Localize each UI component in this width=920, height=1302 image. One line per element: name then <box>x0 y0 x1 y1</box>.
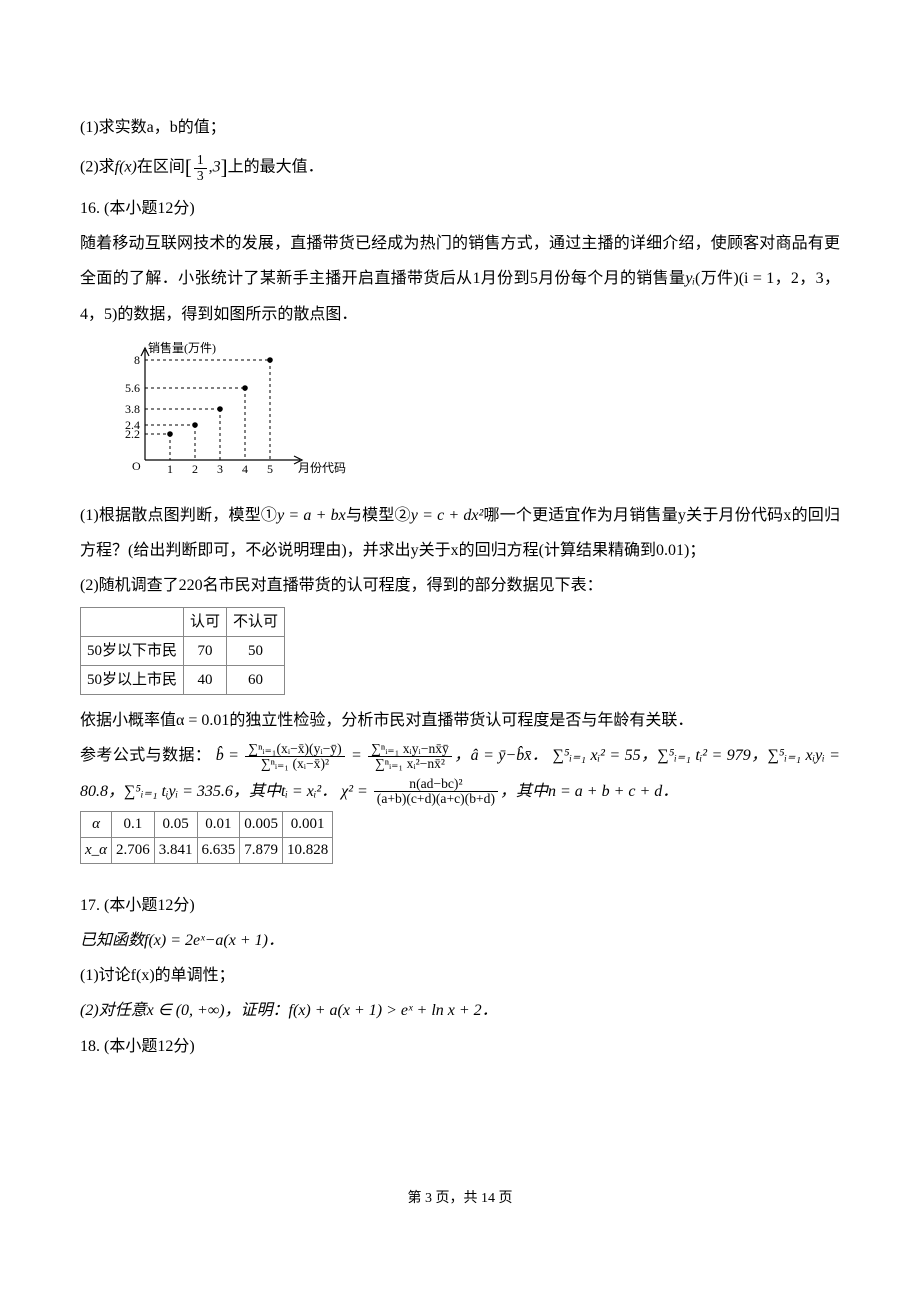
table-row: 50岁以上市民 40 60 <box>81 666 285 695</box>
cell: 0.001 <box>283 811 333 837</box>
q15-part2: (2)求f(x)在区间[13,3]上的最大值． <box>80 145 840 191</box>
q15-p2-prefix: (2)求 <box>80 159 115 176</box>
q16-part1: (1)根据散点图判断，模型①y = a + bx与模型②y = c + dx²哪… <box>80 498 840 568</box>
svg-text:5: 5 <box>267 462 273 476</box>
sum-t2: ∑⁵ᵢ₌₁ tᵢ² = 979， <box>657 747 767 764</box>
page-footer: 第 3 页，共 14 页 <box>80 1184 840 1215</box>
table-row: 50岁以下市民 70 50 <box>81 637 285 666</box>
a-hat-eq: ，â = ȳ−b̂x̄． <box>454 747 548 764</box>
eq1: = <box>224 747 244 764</box>
svg-text:8: 8 <box>134 353 140 367</box>
critical-value-table: α 0.1 0.05 0.01 0.005 0.001 x_α 2.706 3.… <box>80 811 333 864</box>
q16-part2-intro: (2)随机调查了220名市民对直播带货的认可程度，得到的部分数据见下表： <box>80 568 840 603</box>
col-approve: 认可 <box>184 608 227 637</box>
q16-p1-a: (1)根据散点图判断，模型① <box>80 507 277 524</box>
cell: 6.635 <box>197 837 240 863</box>
q18-header: 18. (本小题12分) <box>80 1029 840 1064</box>
cell: 60 <box>227 666 285 695</box>
n-def: ，其中n = a + b + c + d． <box>500 783 678 800</box>
bhat-frac2: ∑ⁿᵢ₌₁ xᵢyᵢ−nx̄ȳ∑ⁿᵢ₌₁ xᵢ²−nx̄² <box>366 742 454 772</box>
row-label: 50岁以下市民 <box>81 637 184 666</box>
q17-part2: (2)对任意x ∈ (0, +∞)，证明：f(x) + a(x + 1) > e… <box>80 993 840 1028</box>
chi2-lhs: χ² = <box>341 783 372 800</box>
svg-text:2.2: 2.2 <box>125 427 140 441</box>
q17-part1: (1)讨论f(x)的单调性； <box>80 958 840 993</box>
bracket-left: [ <box>185 156 192 179</box>
q16-yi: yᵢ <box>685 270 695 287</box>
eq2: = <box>351 747 366 764</box>
table-row: α 0.1 0.05 0.01 0.005 0.001 <box>81 811 333 837</box>
origin-label: O <box>132 459 141 473</box>
b-hat: b̂ <box>216 747 224 764</box>
bracket-right: ] <box>221 156 228 179</box>
svg-text:2: 2 <box>192 462 198 476</box>
cell: 0.005 <box>240 811 283 837</box>
svg-text:1: 1 <box>167 462 173 476</box>
q16-header: 16. (本小题12分) <box>80 191 840 226</box>
interval-low: 13 <box>192 153 209 183</box>
cell: 2.706 <box>112 837 155 863</box>
table-row: 认可 不认可 <box>81 608 285 637</box>
x-axis-label: 月份代码 <box>298 461 346 475</box>
q15-fx: f(x) <box>115 159 137 176</box>
cell: 0.01 <box>197 811 240 837</box>
col-disapprove: 不认可 <box>227 608 285 637</box>
cell: 3.841 <box>154 837 197 863</box>
q17-func: 已知函数f(x) = 2eˣ−a(x + 1)． <box>80 923 840 958</box>
cell-blank <box>81 608 184 637</box>
svg-text:3.8: 3.8 <box>125 402 140 416</box>
sum-x2: ∑⁵ᵢ₌₁ xᵢ² = 55， <box>553 747 658 764</box>
y-axis-label: 销售量(万件) <box>148 340 216 355</box>
bhat-frac1: ∑ⁿᵢ₌₁(xᵢ−x̄)(yᵢ−ȳ)∑ⁿᵢ₌₁ (xᵢ−x̄)² <box>243 742 346 772</box>
cell: 40 <box>184 666 227 695</box>
q15-part1: (1)求实数a，b的值； <box>80 110 840 145</box>
sum-ty: ∑⁵ᵢ₌₁ tᵢyᵢ = 335.6， <box>124 783 249 800</box>
svg-text:4: 4 <box>242 462 248 476</box>
cell: 0.05 <box>154 811 197 837</box>
q16-test-line: 依据小概率值α = 0.01的独立性检验，分析市民对直播带货认可程度是否与年龄有… <box>80 703 840 738</box>
scatter-plot: 销售量(万件) 月份代码 O 8 5.6 3.8 2.4 2.2 1 2 3 4… <box>100 340 360 490</box>
q16-p1-b: 与模型② <box>346 507 411 524</box>
q15-p2-suffix: 上的最大值． <box>228 159 324 176</box>
q16-intro: 随着移动互联网技术的发展，直播带货已经成为热门的销售方式，通过主播的详细介绍，使… <box>80 226 840 332</box>
table-row: x_α 2.706 3.841 6.635 7.879 10.828 <box>81 837 333 863</box>
svg-text:5.6: 5.6 <box>125 381 140 395</box>
alpha-label: α <box>81 811 112 837</box>
cell: 70 <box>184 637 227 666</box>
svg-text:3: 3 <box>217 462 223 476</box>
chi2-frac: n(ad−bc)²(a+b)(c+d)(a+c)(b+d) <box>372 777 500 807</box>
t-def: 其中tᵢ = xᵢ²． <box>249 783 337 800</box>
row-label: 50岁以上市民 <box>81 666 184 695</box>
q15-p2-mid: 在区间 <box>137 159 185 176</box>
survey-table: 认可 不认可 50岁以下市民 70 50 50岁以上市民 40 60 <box>80 607 285 695</box>
cell: 0.1 <box>112 811 155 837</box>
model1: y = a + bx <box>277 507 346 524</box>
model2: y = c + dx² <box>411 507 484 524</box>
ref-prefix: 参考公式与数据： <box>80 747 211 764</box>
cell: 50 <box>227 637 285 666</box>
q17-header: 17. (本小题12分) <box>80 888 840 923</box>
q16-reference: 参考公式与数据： b̂ = ∑ⁿᵢ₌₁(xᵢ−x̄)(yᵢ−ȳ)∑ⁿᵢ₌₁ (x… <box>80 738 840 808</box>
xalpha-label: x_α <box>81 837 112 863</box>
cell: 10.828 <box>283 837 333 863</box>
cell: 7.879 <box>240 837 283 863</box>
interval-high: 3 <box>213 159 221 176</box>
